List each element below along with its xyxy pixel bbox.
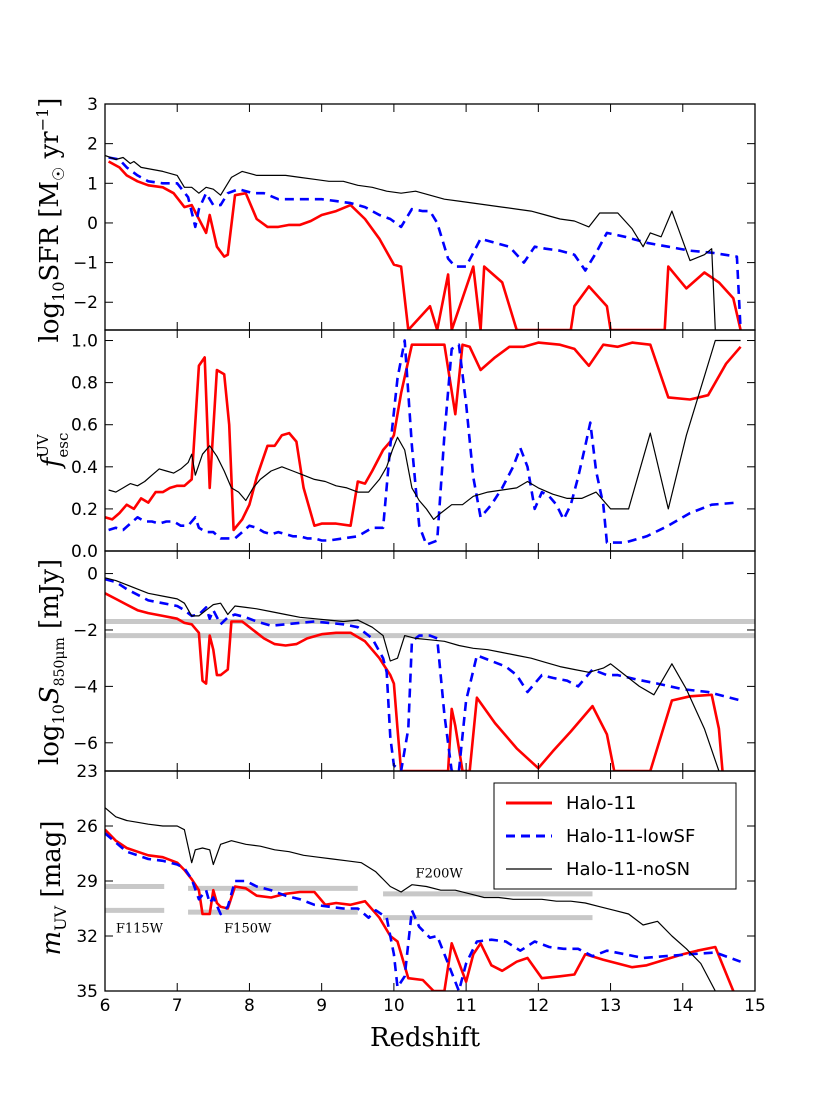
muv-series-halo11 bbox=[105, 828, 735, 991]
muv-filter-label-2: F200W bbox=[416, 866, 464, 881]
fesc-ytick-label-1: 0.2 bbox=[71, 500, 98, 520]
sfr-series-halo11 bbox=[107, 160, 742, 330]
sfr-series-lowSF bbox=[108, 156, 742, 330]
muv-ytick-label-3: 32 bbox=[76, 927, 98, 947]
legend-label-lowsf: Halo-11-lowSF bbox=[566, 826, 695, 847]
sfr-panel: −2 −1 0 1 2 3 bbox=[73, 95, 756, 331]
fesc-ytick-label-0: 0.0 bbox=[71, 542, 98, 562]
sfr-ytick-label-3: 1 bbox=[87, 174, 98, 194]
sfr-ylabel: log10SFR [M☉ yr−1] bbox=[33, 98, 68, 343]
fesc-ytick-label-2: 0.4 bbox=[71, 458, 98, 478]
x-tick-label-1: 7 bbox=[172, 996, 183, 1016]
legend: Halo-11 Halo-11-lowSF Halo-11-noSN bbox=[493, 782, 737, 890]
muv-series-lowSF bbox=[105, 832, 742, 991]
muv-ytick-label-0: 23 bbox=[76, 762, 98, 782]
x-tick-label-8: 14 bbox=[672, 996, 694, 1016]
x-tick-label-3: 9 bbox=[316, 996, 327, 1016]
x-axis-label: Redshift bbox=[370, 1023, 481, 1053]
fesc-ytick-label-5: 1.0 bbox=[71, 332, 98, 352]
muv-filter-label-0: F115W bbox=[116, 921, 164, 936]
muv-filter-label-1: F150W bbox=[224, 921, 272, 936]
x-tick-label-9: 15 bbox=[744, 996, 766, 1016]
x-tick-label-6: 12 bbox=[528, 996, 550, 1016]
s850-series-noSN bbox=[105, 577, 720, 771]
s850-ylabel: log10S850μm [mJy] bbox=[35, 559, 68, 765]
muv-ytick-label-1: 26 bbox=[76, 817, 98, 837]
fesc-series-halo11 bbox=[105, 341, 742, 532]
x-tick-label-7: 13 bbox=[600, 996, 622, 1016]
muv-ylabel: mUV [mag] bbox=[37, 820, 70, 955]
sfr-ytick-label-4: 2 bbox=[87, 135, 98, 155]
s850-series-halo11 bbox=[105, 592, 724, 771]
fesc-plot-area bbox=[105, 339, 742, 546]
s850-series-lowSF bbox=[105, 577, 741, 771]
fesc-series-lowSF bbox=[108, 339, 738, 546]
x-tick-label-2: 8 bbox=[244, 996, 255, 1016]
x-tick-label-4: 10 bbox=[383, 996, 405, 1016]
fesc-series-noSN bbox=[108, 339, 741, 520]
fesc-ylabel: fUV esc bbox=[34, 433, 72, 470]
legend-label-nosn: Halo-11-noSN bbox=[566, 859, 690, 880]
muv-plot-area bbox=[105, 807, 742, 991]
muv-ytick-label-2: 29 bbox=[76, 872, 98, 892]
muv-series-noSN bbox=[105, 807, 716, 991]
legend-label-halo11: Halo-11 bbox=[566, 793, 636, 814]
sfr-ytick-label-1: −1 bbox=[73, 254, 98, 274]
x-tick-label-5: 11 bbox=[455, 996, 477, 1016]
s850-ytick-label-0: −6 bbox=[73, 734, 98, 754]
s850-panel: −6 −4 −2 0 bbox=[73, 550, 756, 772]
sfr-ytick-label-0: −2 bbox=[73, 293, 98, 313]
fesc-ytick-label-3: 0.6 bbox=[71, 416, 98, 436]
legend-frame bbox=[493, 782, 737, 890]
fesc-ytick-label-4: 0.8 bbox=[71, 374, 98, 394]
s850-ytick-label-2: −2 bbox=[73, 621, 98, 641]
muv-ytick-label-4: 35 bbox=[76, 982, 98, 1002]
x-tick-label-0: 6 bbox=[100, 996, 111, 1016]
sfr-ytick-label-5: 3 bbox=[87, 95, 98, 115]
muv-panel: F115W F150W F200W 23 26 29 32 356 7 8 9 10 11 12 13 14 1… bbox=[76, 762, 765, 1016]
sfr-ytick-label-2: 0 bbox=[87, 214, 98, 234]
s850-ytick-label-1: −4 bbox=[73, 677, 98, 697]
s850-ytick-label-3: 0 bbox=[87, 565, 98, 585]
s850-plot-area bbox=[105, 577, 755, 771]
sfr-plot-area bbox=[105, 154, 742, 330]
sfr-series-noSN bbox=[105, 154, 716, 330]
